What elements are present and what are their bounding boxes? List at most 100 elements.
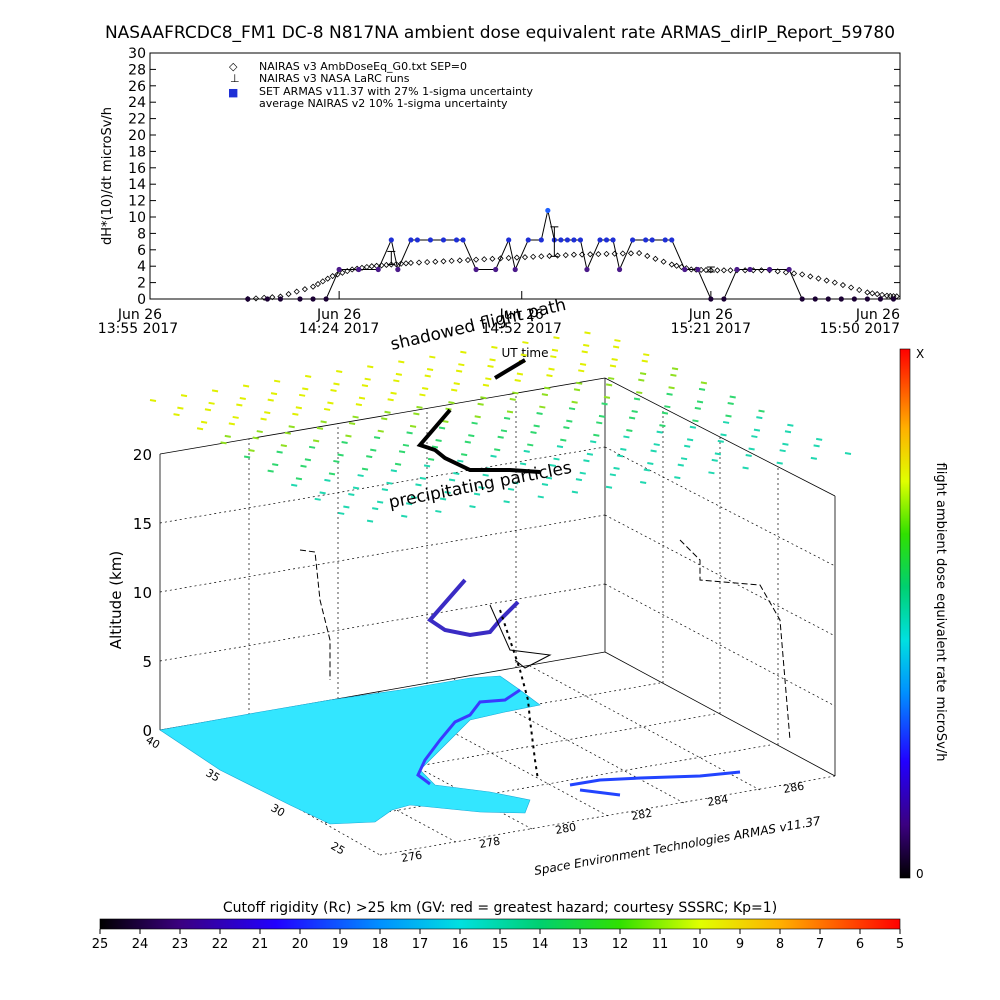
particle-dash	[516, 372, 524, 376]
x-tick-date: Jun 26	[855, 307, 900, 323]
legend-label-nairas-v2: average NAIRAS v2 10% 1-sigma uncertaint…	[259, 97, 508, 110]
rigidity-tick-label: 18	[372, 937, 389, 952]
particle-dash	[355, 403, 363, 407]
particle-dash	[180, 394, 188, 398]
armas-point	[388, 237, 394, 243]
particle-dash	[457, 459, 464, 463]
altitude-ticks: 0 5 10 15 20	[133, 446, 152, 740]
particle-dash	[636, 391, 643, 395]
rigidity-colorbar-ticks: 25 24 23 22 21 20 19 18 17 16 15 14 13 12 11 10 9 8 7 6 5	[92, 929, 904, 952]
particle-dash	[336, 370, 343, 374]
particle-dash	[243, 455, 251, 459]
particle-dash	[490, 454, 497, 458]
nairas-v3-point	[464, 256, 472, 264]
particle-dash	[548, 367, 555, 371]
nairas-v3-point	[587, 251, 594, 258]
particle-dash	[556, 445, 564, 449]
particle-dash	[300, 464, 307, 468]
particle-dash	[419, 476, 427, 480]
legend-label-armas: SET ARMAS v11.37 with 27% 1-sigma uncert…	[259, 85, 533, 98]
particle-dash	[523, 449, 530, 453]
armas-point	[440, 237, 447, 243]
particle-dash	[482, 473, 489, 477]
particle-dash	[659, 424, 666, 428]
particle-dash	[320, 420, 327, 424]
y-tick-label: 24	[128, 95, 146, 111]
nairas-v3-point	[521, 254, 529, 261]
armas-point	[864, 296, 870, 302]
particle-dash	[423, 464, 431, 468]
particle-dash	[453, 472, 460, 476]
particle-dash	[560, 438, 567, 442]
armas-point	[264, 296, 270, 302]
particle-dash	[352, 486, 360, 490]
particle-dash	[616, 454, 624, 458]
particle-dash	[541, 482, 549, 486]
particle-dash	[519, 462, 527, 466]
particle-dash	[844, 452, 852, 455]
particle-dash	[394, 462, 402, 466]
armas-point	[786, 266, 792, 273]
particle-dash	[409, 424, 417, 428]
particle-dash	[609, 473, 617, 477]
dose-colorbar-bottom: 0	[916, 867, 924, 881]
particle-dash	[522, 341, 529, 345]
particle-dash	[416, 405, 423, 409]
particle-dash	[612, 345, 620, 349]
x-tick-date: Jun 26	[688, 307, 733, 323]
armas-point	[643, 237, 649, 243]
particle-dash	[208, 401, 215, 405]
particle-dash	[698, 387, 706, 391]
particle-dash	[302, 387, 309, 391]
armas-point	[297, 296, 303, 302]
particle-dash	[784, 430, 792, 434]
particle-dash	[358, 396, 366, 400]
rigidity-tick-label: 20	[292, 937, 309, 952]
particle-dash	[324, 478, 331, 482]
particle-dash	[256, 430, 263, 434]
particle-dash	[751, 435, 758, 439]
nairas-v3-point	[839, 281, 847, 289]
particle-dash	[810, 456, 818, 460]
nairas-v3-point	[301, 286, 308, 293]
particle-dash	[319, 491, 326, 495]
particle-dash	[692, 419, 699, 423]
particle-dash	[677, 463, 684, 467]
armas-point	[414, 237, 420, 243]
particle-dash	[545, 476, 553, 480]
particle-dash	[438, 426, 446, 430]
particle-dash	[653, 443, 660, 447]
particle-dash	[503, 500, 510, 504]
nairas-v3-point	[799, 271, 806, 278]
longitude-tick-label: 282	[630, 807, 653, 823]
x-tick-time: 14:24 2017	[299, 321, 379, 337]
y-tick-label: 2	[137, 276, 146, 292]
y-tick-label: 16	[128, 161, 146, 177]
particle-dash	[586, 452, 594, 456]
particle-dash	[539, 405, 546, 409]
legend-symbol-nairas-v3: ◇	[229, 60, 238, 73]
rigidity-tick-label: 22	[212, 937, 229, 952]
nairas-v3-point	[707, 267, 714, 274]
particle-dash	[609, 364, 617, 368]
armas-point	[460, 237, 466, 243]
particle-dash	[367, 365, 374, 369]
particle-dash	[264, 411, 271, 415]
rigidity-tick-label: 19	[332, 937, 349, 952]
particle-dash	[372, 507, 379, 511]
nairas-v3-point	[329, 272, 336, 280]
trajectory-3d-panel: Altitude (km) 0 5 10 15 20 40 35 30 25 276 278 28…	[107, 295, 852, 878]
nairas-v3-point	[774, 268, 781, 275]
particle-dash	[512, 481, 519, 485]
legend-symbol-armas: ■	[228, 86, 238, 99]
particle-dash	[236, 403, 243, 407]
particle-dash	[661, 411, 669, 415]
altitude-tick-label: 5	[142, 653, 152, 671]
particle-dash	[576, 381, 583, 385]
particle-dash	[550, 355, 557, 359]
nairas-v3-point	[398, 260, 405, 267]
armas-point	[597, 237, 603, 243]
grid-lines	[159, 393, 836, 856]
rigidity-tick-label: 17	[412, 937, 429, 952]
